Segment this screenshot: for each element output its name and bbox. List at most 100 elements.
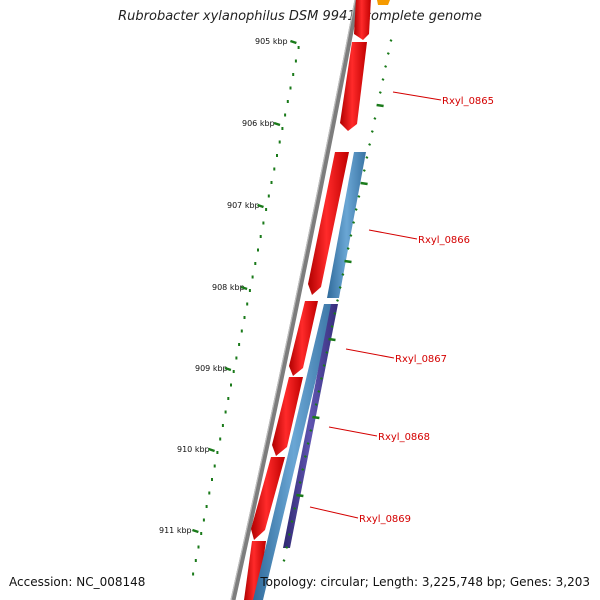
ruler-major-tick (208, 447, 215, 453)
orange-feature[interactable] (377, 0, 390, 5)
ruler-dot (202, 518, 205, 522)
ruler-dot (232, 370, 235, 373)
skew-tick (362, 169, 366, 172)
ruler-dot (221, 424, 224, 427)
map-title: Rubrobacter xylanophilus DSM 9941, compl… (118, 9, 482, 24)
skew-tick (344, 259, 352, 264)
skew-tick (365, 156, 369, 159)
skew-tick (328, 337, 336, 342)
gene-label-rxyl-0867[interactable]: Rxyl_0867 (395, 354, 447, 365)
skew-tick (317, 390, 321, 393)
gene-label-rxyl-0869[interactable]: Rxyl_0869 (359, 514, 411, 525)
skew-tick (282, 559, 286, 562)
skew-tick (336, 299, 339, 302)
cds-feature-lower[interactable] (253, 304, 334, 600)
gene-arrow-rxyl-0869[interactable] (251, 457, 285, 540)
gene-label-rxyl-0866[interactable]: Rxyl_0866 (418, 235, 470, 246)
ruler-dot (235, 356, 238, 360)
gene-label-rxyl-0865[interactable]: Rxyl_0865 (442, 96, 494, 107)
ruler-dot (267, 194, 270, 198)
skew-tick (319, 377, 323, 380)
ruler-dot (284, 113, 287, 117)
ruler-dot (192, 572, 195, 576)
skew-tick (330, 325, 334, 328)
cds-feature-rxyl-0866[interactable] (327, 152, 366, 298)
gene-arrow-rxyl-0866[interactable] (308, 152, 349, 295)
skew-tick (386, 52, 390, 55)
leader-rxyl-0867 (345, 348, 395, 359)
skew-tick (338, 286, 342, 289)
ruler-major-tick (290, 39, 297, 45)
gene-arrow-bottom[interactable] (244, 541, 266, 600)
skew-tick (314, 403, 318, 406)
ruler-label-905: 905 kbp (255, 37, 288, 46)
skew-tick (360, 181, 368, 186)
gene-arrow-rxyl-0867[interactable] (289, 301, 318, 376)
leader-rxyl-0865 (392, 91, 442, 101)
ruler-dot (205, 505, 208, 508)
skew-tick (381, 78, 385, 81)
ruler-major-tick (257, 203, 264, 209)
ruler-dot (194, 559, 197, 562)
skew-tick (378, 91, 382, 94)
topology-text: Topology: circular; Length: 3,225,748 bp… (260, 575, 590, 589)
skew-tick (293, 507, 297, 510)
ruler-label-911: 911 kbp (159, 526, 192, 535)
skew-tick (384, 65, 388, 68)
ruler-dot (270, 181, 273, 184)
skew-tick (303, 455, 307, 458)
skew-tick (309, 429, 313, 432)
gc-skew-ticks (282, 39, 393, 562)
ruler-dot (273, 167, 276, 171)
ruler-dot (257, 248, 259, 252)
ruler-label-908: 908 kbp (212, 283, 245, 292)
gene-arrow-rxyl-0865[interactable] (340, 42, 367, 131)
kbp-ruler (192, 39, 300, 576)
skew-tick (373, 117, 377, 120)
skew-tick (312, 415, 320, 420)
ruler-dot (211, 478, 213, 481)
ruler-dot (227, 397, 230, 400)
ruler-major-tick (224, 366, 232, 372)
leader-rxyl-0869 (309, 506, 359, 519)
ruler-dot (259, 235, 262, 238)
skew-tick (357, 195, 361, 198)
genome-backbone (230, 0, 360, 600)
ruler-dot (297, 46, 300, 49)
ruler-dot (243, 316, 246, 319)
ruler-label-910: 910 kbp (177, 445, 210, 454)
skew-tick (322, 364, 326, 367)
ruler-dot (230, 383, 232, 387)
skew-tick (389, 39, 393, 42)
gene-arrow-top[interactable] (354, 0, 371, 40)
ruler-dot (254, 262, 257, 265)
ruler-dot (289, 86, 292, 90)
genome-backbone-highlight (230, 0, 356, 600)
ruler-dot (240, 329, 243, 333)
leader-rxyl-0868 (328, 426, 378, 437)
skew-tick (290, 520, 294, 523)
leader-rxyl-0866 (368, 229, 418, 240)
skew-tick (341, 273, 345, 276)
ruler-major-tick (240, 285, 248, 291)
gene-label-rxyl-0868[interactable]: Rxyl_0868 (378, 432, 430, 443)
skew-tick (285, 546, 289, 549)
skew-tick (296, 493, 304, 498)
skew-tick (333, 312, 337, 315)
ruler-dot (197, 545, 200, 549)
skew-tick (349, 234, 353, 237)
ruler-dot (246, 302, 249, 306)
ruler-dot (262, 221, 265, 225)
skew-tick (352, 221, 356, 224)
gene-arrow-rxyl-0868[interactable] (272, 377, 303, 456)
ruler-dot (248, 289, 251, 292)
ruler-dot (213, 464, 216, 468)
ruler-dot (219, 437, 222, 441)
ruler-dot (281, 127, 284, 130)
skew-tick (298, 481, 302, 484)
skew-tick (368, 143, 372, 146)
ruler-label-909: 909 kbp (195, 364, 228, 373)
skew-tick (376, 103, 384, 108)
accession-text: Accession: NC_008148 (9, 575, 146, 589)
